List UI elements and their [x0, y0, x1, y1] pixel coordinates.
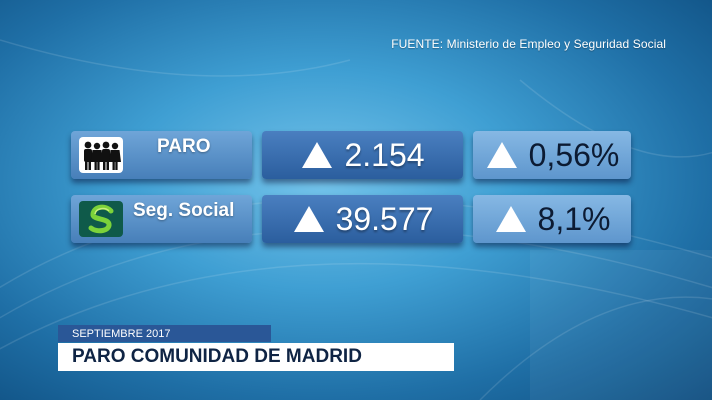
source-caption: FUENTE: Ministerio de Empleo y Seguridad…: [391, 37, 666, 51]
paro-value-box: 2.154: [262, 131, 463, 179]
paro-value-text: 2.154: [344, 136, 425, 173]
seg-social-label-box: Seg. Social: [71, 195, 252, 243]
up-triangle-icon: [486, 142, 517, 168]
paro-percent: 0,56%: [473, 131, 631, 179]
seg-social-value-text: 39.577: [335, 200, 434, 237]
paro-value: 2.154: [262, 131, 463, 179]
social-security-logo-icon: [79, 201, 123, 237]
up-triangle-icon: [495, 206, 526, 232]
seg-social-percent-text: 8,1%: [537, 200, 611, 237]
paro-label-box: PARO: [71, 131, 252, 179]
lower-third-date: SEPTIEMBRE 2017: [58, 325, 271, 342]
up-triangle-icon: [302, 142, 333, 168]
lower-third-title: PARO COMUNIDAD DE MADRID: [58, 343, 454, 371]
seg-social-percent-box: 8,1%: [473, 195, 631, 243]
paro-percent-text: 0,56%: [528, 136, 620, 173]
seg-social-value: 39.577: [262, 195, 463, 243]
seg-social-percent: 8,1%: [473, 195, 631, 243]
up-triangle-icon: [293, 206, 324, 232]
seg-social-value-box: 39.577: [262, 195, 463, 243]
paro-label: PARO: [157, 136, 211, 157]
seg-social-label: Seg. Social: [133, 200, 235, 221]
people-icon: [79, 137, 123, 173]
paro-percent-box: 0,56%: [473, 131, 631, 179]
